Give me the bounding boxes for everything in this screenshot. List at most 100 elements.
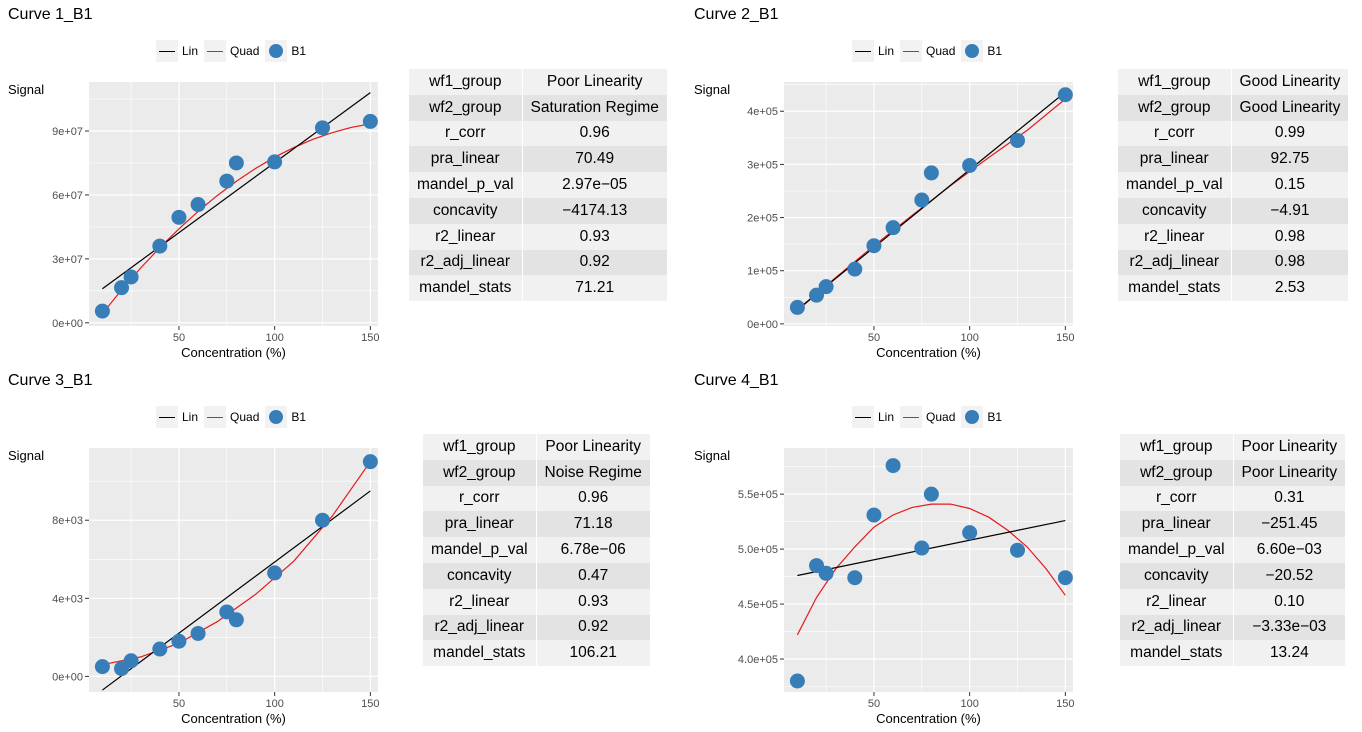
- data-point: [962, 525, 978, 541]
- stat-value: Noise Regime: [536, 459, 650, 486]
- stat-value: 0.93: [522, 223, 667, 250]
- stat-value: 0.31: [1233, 485, 1346, 512]
- legend-label-points: B1: [291, 410, 307, 424]
- stat-name: wf1_group: [1118, 69, 1232, 95]
- data-point: [114, 280, 130, 296]
- legend-item-lin: Lin: [156, 40, 198, 62]
- x-axis-label: Concentration (%): [181, 345, 286, 360]
- data-point: [866, 507, 882, 523]
- data-point: [809, 287, 825, 303]
- stat-value: 92.75: [1231, 146, 1349, 173]
- stat-value: 0.10: [1233, 588, 1346, 615]
- stat-name: wf2_group: [1120, 459, 1234, 486]
- y-axis-label: Signal: [694, 82, 731, 97]
- legend-item-lin: Lin: [852, 40, 894, 62]
- stats-row: r_corr 0.99: [1118, 120, 1349, 147]
- y-axis-label: Signal: [694, 448, 731, 463]
- stat-name: pra_linear: [1118, 146, 1232, 173]
- stats-row: wf1_group Poor Linearity: [423, 434, 650, 460]
- stats-table: wf1_group Poor Linearity wf2_group Noise Re…: [423, 434, 650, 667]
- stats-row: r_corr 0.31: [1120, 485, 1346, 512]
- legend-label-quad: Quad: [230, 410, 260, 424]
- data-point: [362, 454, 378, 470]
- y-tick-label: 6e+07: [52, 190, 83, 202]
- legend-item-lin: Lin: [156, 406, 198, 428]
- x-tick-label: 150: [361, 332, 379, 344]
- y-tick-label: 2e+05: [747, 213, 778, 225]
- stat-name: r2_adj_linear: [409, 249, 523, 276]
- stats-table: wf1_group Poor Linearity wf2_group Saturati…: [409, 69, 667, 302]
- stats-row: wf2_group Poor Linearity: [1120, 459, 1346, 486]
- chart-title: Curve 4_B1: [694, 372, 779, 389]
- legend-label-lin: Lin: [878, 44, 895, 58]
- legend-label-quad: Quad: [230, 44, 260, 58]
- quad-fit-curve: [796, 503, 1066, 636]
- data-point: [123, 653, 139, 669]
- stat-name: r_corr: [409, 120, 523, 147]
- stat-name: mandel_stats: [409, 275, 523, 302]
- stat-name: r2_linear: [423, 588, 537, 615]
- legend-label-lin: Lin: [182, 410, 199, 424]
- data-point: [962, 157, 978, 173]
- chart-panel-4: Curve 4_B1 Lin Quad B1 Signal 50 100 150 4.…: [686, 366, 1362, 732]
- stats-row: pra_linear 70.49: [409, 146, 667, 173]
- plot-area: 50 100 150 0e+00 1e+05 2e+05 3e+05 4e+05 Concent…: [747, 82, 1075, 360]
- data-point: [123, 269, 139, 285]
- stat-name: r2_linear: [1118, 223, 1232, 250]
- stat-name: concavity: [409, 197, 523, 224]
- legend-label-points: B1: [291, 44, 307, 58]
- stats-row: mandel_stats 13.24: [1120, 640, 1346, 667]
- chart-title: Curve 1_B1: [8, 6, 93, 23]
- x-axis-label: Concentration (%): [876, 711, 981, 726]
- chart-title: Curve 2_B1: [694, 6, 779, 23]
- y-tick-label: 3e+05: [747, 159, 778, 171]
- stat-value: 0.96: [536, 485, 650, 512]
- y-tick-label: 4e+05: [747, 106, 778, 118]
- y-tick-label: 1e+05: [747, 266, 778, 278]
- data-point: [171, 633, 187, 649]
- y-tick-label: 9e+07: [52, 126, 83, 138]
- stats-row: mandel_stats 71.21: [409, 275, 667, 302]
- y-tick-label: 4.0e+05: [738, 654, 778, 666]
- legend-label-points: B1: [987, 44, 1003, 58]
- stat-value: 6.78e−06: [536, 537, 650, 563]
- linear-fit-line: [797, 519, 1066, 577]
- legend-label-lin: Lin: [182, 44, 199, 58]
- quad-fit-curve: [101, 123, 371, 314]
- data-point: [789, 299, 805, 315]
- data-point: [1057, 570, 1073, 586]
- stat-value: 0.98: [1231, 223, 1349, 250]
- data-point: [314, 512, 330, 528]
- legend: Lin Quad B1: [156, 406, 312, 428]
- legend-item-quad: Quad: [204, 40, 259, 62]
- data-point: [190, 197, 206, 213]
- stat-name: mandel_stats: [423, 640, 537, 667]
- data-point: [152, 238, 168, 254]
- stat-name: mandel_p_val: [1120, 537, 1234, 563]
- chart-panel-1: Curve 1_B1 Lin Quad B1 Signal 50 100 150 0e…: [0, 0, 681, 366]
- stats-row: concavity −4.91: [1118, 197, 1349, 224]
- x-axis-label: Concentration (%): [876, 345, 981, 360]
- data-point: [94, 659, 110, 675]
- stat-value: −4.91: [1231, 197, 1349, 224]
- legend-item-points: B1: [961, 40, 1002, 62]
- stat-value: 2.53: [1231, 275, 1349, 302]
- stats-row: wf1_group Good Linearity: [1118, 69, 1349, 95]
- stats-row: r_corr 0.96: [409, 120, 667, 147]
- stats-row: r2_adj_linear 0.92: [423, 614, 650, 641]
- y-tick-label: 0e+00: [52, 318, 83, 330]
- stats-row: pra_linear 71.18: [423, 511, 650, 538]
- stat-name: mandel_p_val: [1118, 172, 1232, 198]
- stat-value: Poor Linearity: [536, 434, 650, 460]
- stats-table: wf1_group Good Linearity wf2_group Good Lin…: [1118, 69, 1349, 302]
- legend-item-quad: Quad: [204, 406, 259, 428]
- stat-name: pra_linear: [1120, 511, 1234, 538]
- data-point: [190, 625, 206, 641]
- data-point: [885, 220, 901, 236]
- stats-row: mandel_p_val 6.78e−06: [423, 537, 650, 563]
- stat-name: wf2_group: [423, 459, 537, 486]
- legend: Lin Quad B1: [156, 40, 312, 62]
- legend-item-points: B1: [265, 406, 306, 428]
- stat-value: 0.15: [1231, 172, 1349, 198]
- y-tick-label: 0e+00: [747, 319, 778, 331]
